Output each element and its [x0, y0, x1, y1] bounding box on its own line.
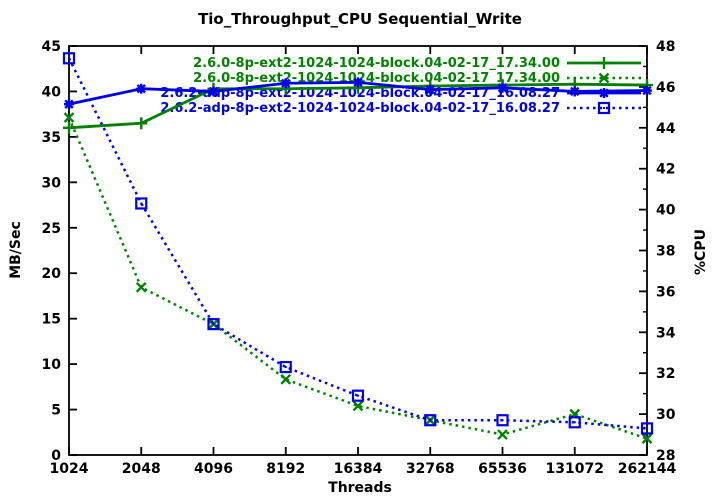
marker-cross — [352, 400, 364, 412]
marker-square — [62, 52, 76, 65]
marker-cross — [641, 433, 653, 444]
x-axis-label: Threads — [328, 480, 392, 496]
marker-star — [353, 77, 363, 88]
y2-tick-label: 36 — [656, 284, 675, 300]
x-tick-label: 131072 — [546, 461, 604, 477]
marker-square — [207, 318, 220, 331]
y-tick-label: 10 — [42, 357, 62, 373]
marker-square — [640, 422, 654, 435]
chart-title: Tio_Throughput_CPU Sequential_Write — [198, 10, 522, 28]
marker-square — [568, 416, 581, 429]
y2-tick-label: 40 — [656, 203, 676, 219]
marker-square-dot — [212, 323, 215, 326]
y2-tick-label: 30 — [656, 407, 676, 423]
x-tick-label: 1024 — [50, 461, 89, 477]
y-tick-label: 35 — [42, 130, 61, 146]
y2-tick-label: 28 — [656, 448, 675, 464]
marker-star — [208, 86, 219, 97]
y2-tick-label: 32 — [656, 366, 675, 382]
y2-tick-label: 44 — [656, 121, 676, 137]
marker-square-dot — [646, 427, 648, 430]
y-tick-label: 30 — [42, 175, 62, 191]
y2-tick-label: 42 — [656, 162, 675, 178]
marker-star — [497, 83, 508, 93]
marker-square — [279, 360, 292, 374]
marker-square-dot — [68, 57, 70, 60]
x-tick-label: 262144 — [618, 461, 677, 477]
marker-square-dot — [573, 421, 576, 424]
y-tick-label: 25 — [42, 221, 61, 237]
y2-tick-label: 46 — [656, 80, 675, 96]
marker-square — [424, 414, 437, 427]
marker-cross — [497, 429, 508, 440]
y-tick-label: 45 — [42, 39, 61, 55]
y-tick-label: 40 — [42, 84, 62, 100]
x-tick-label: 2048 — [122, 461, 161, 477]
marker-cross — [280, 373, 292, 385]
y-tick-label: 0 — [51, 448, 61, 464]
series-line — [67, 117, 648, 440]
marker-square — [597, 101, 611, 115]
legend-label: 2.6.2-adp-8p-ext2-1024-1024-block.04-02-… — [160, 101, 560, 116]
marker-star — [64, 99, 74, 109]
marker-square-dot — [501, 419, 504, 422]
y2-tick-label: 38 — [656, 244, 675, 260]
legend-label: 2.6.0-8p-ext2-1024-1024-block.04-02-17_1… — [193, 56, 560, 71]
marker-star — [599, 88, 609, 98]
marker-cross — [63, 112, 75, 123]
marker-square-dot — [140, 202, 143, 205]
marker-star — [642, 85, 652, 96]
marker-square-dot — [429, 419, 432, 422]
x-tick-label: 8192 — [266, 461, 305, 477]
marker-star — [281, 78, 291, 88]
marker-cross — [598, 72, 610, 84]
x-tick-label: 32768 — [406, 461, 455, 477]
y2-tick-label: 48 — [656, 39, 675, 55]
y2-tick-label: 34 — [656, 325, 676, 341]
marker-square — [351, 389, 365, 402]
x-tick-label: 16384 — [334, 461, 383, 477]
x-tick-label: 65536 — [478, 461, 527, 477]
series-line — [67, 57, 648, 430]
marker-star — [425, 84, 435, 95]
marker-square-dot — [284, 366, 287, 369]
marker-square — [135, 197, 148, 210]
marker-star — [136, 84, 146, 94]
marker-cross — [135, 281, 147, 293]
y-tick-label: 20 — [42, 266, 62, 282]
y-tick-label: 5 — [51, 403, 61, 419]
marker-square-dot — [603, 107, 605, 109]
marker-square-dot — [357, 394, 359, 397]
y-tick-label: 15 — [42, 312, 61, 328]
x-tick-label: 4096 — [194, 461, 233, 477]
marker-square — [496, 414, 509, 427]
